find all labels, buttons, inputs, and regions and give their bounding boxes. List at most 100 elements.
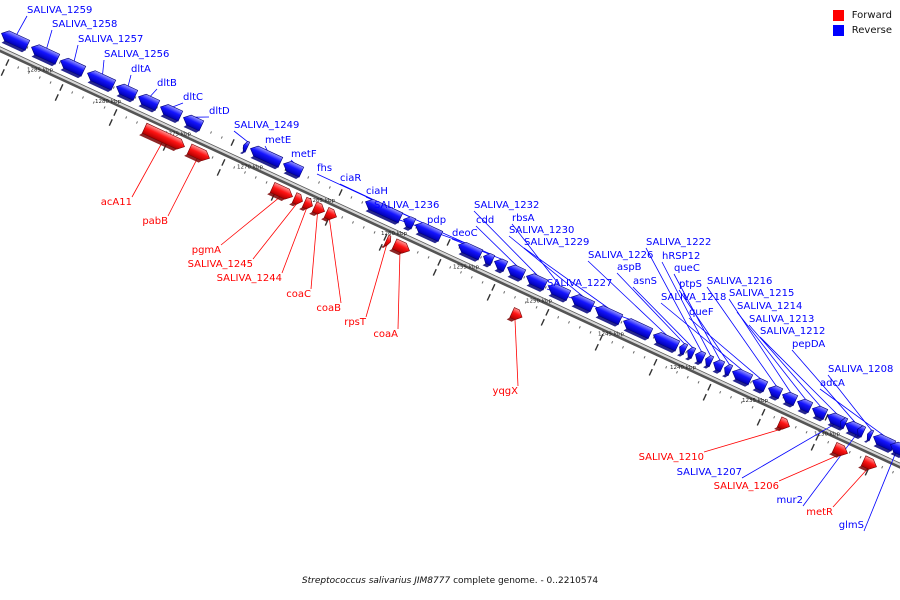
leader-line	[221, 197, 280, 245]
scale-tick	[751, 381, 752, 383]
leader-line	[128, 75, 131, 86]
gene-label-glms: glmS	[839, 520, 864, 531]
scale-tick	[649, 369, 652, 375]
gene-label-saliva-1230: SALIVA_1230	[509, 225, 574, 236]
scale-tick	[82, 96, 83, 98]
gene-label-saliva-1222: SALIVA_1222	[646, 237, 711, 248]
gene-label-saliva-1218: SALIVA_1218	[661, 292, 726, 303]
gene-ciar	[400, 214, 416, 231]
scale-tick	[460, 271, 461, 273]
gene-label-saliva-1206: SALIVA_1206	[714, 481, 779, 492]
gene-label-saliva-1226: SALIVA_1226	[588, 250, 653, 261]
scale-tick	[55, 94, 58, 100]
gene-label-coac: coaC	[286, 289, 311, 300]
scale-tick	[234, 166, 235, 168]
gene-label-quef: queF	[689, 307, 714, 318]
gene-label-ciah: ciaH	[366, 186, 388, 197]
gene-adca	[870, 432, 896, 454]
scale-tick	[828, 441, 829, 443]
scale-label: 1280 kbp	[95, 99, 121, 105]
scale-label: 1265 kbp	[309, 198, 335, 204]
leader-line	[47, 30, 52, 49]
scale-tick	[492, 284, 495, 290]
scale-tick	[50, 81, 51, 83]
leader-line	[515, 319, 518, 386]
leader-line	[833, 468, 868, 507]
caption-details: complete genome. - 0..2210574	[450, 576, 598, 586]
scale-tick	[136, 121, 137, 123]
scale-tick	[882, 466, 883, 468]
scale-label: 1250 kbp	[526, 298, 552, 304]
gene-label-saliva-1245: SALIVA_1245	[188, 259, 253, 270]
scale-tick	[892, 471, 893, 473]
scale-tick	[113, 86, 114, 88]
gene-label-mete: metE	[265, 135, 291, 146]
gene-label-pgma: pgmA	[192, 245, 221, 256]
scale-tick	[633, 351, 634, 353]
gene-label-saliva-1244: SALIVA_1244	[217, 273, 282, 284]
scale-tick	[222, 159, 225, 165]
gene-label-saliva-1213: SALIVA_1213	[749, 314, 814, 325]
scale-tick	[342, 216, 343, 218]
gene-label-ciar: ciaR	[340, 173, 361, 184]
leader-line	[779, 455, 839, 481]
gene-metr	[858, 455, 879, 475]
scale-tick	[438, 259, 441, 265]
leader-line	[74, 45, 78, 61]
gene-label-dltb: dltB	[157, 78, 177, 89]
scale-tick	[558, 316, 559, 318]
scale-tick	[59, 61, 60, 63]
gene-saliva-1208	[864, 429, 874, 444]
scale-tick	[590, 331, 591, 333]
gene-label-rbsa: rbsA	[512, 213, 535, 224]
gene-label-pabb: pabB	[142, 216, 168, 227]
gene-label-saliva-1229: SALIVA_1229	[524, 237, 589, 248]
gene-features	[0, 28, 900, 474]
scale-tick	[104, 106, 105, 108]
gene-label-asns: asnS	[633, 276, 657, 287]
gene-quef	[749, 376, 768, 395]
scale-tick	[806, 431, 807, 433]
scale-tick	[703, 394, 706, 400]
scale-tick	[676, 371, 677, 373]
scale-tick	[644, 356, 645, 358]
scale-tick	[308, 176, 309, 178]
scale-tick	[428, 256, 429, 258]
leader-line	[803, 426, 863, 506]
gene-label-ptps: ptpS	[679, 279, 702, 290]
scale-tick	[352, 221, 353, 223]
scale-tick	[536, 306, 537, 308]
gene-label-cdd: cdd	[476, 215, 494, 226]
gene-yqgx	[507, 307, 525, 325]
scale-tick	[319, 181, 320, 183]
scale-tick	[379, 244, 382, 250]
gene-label-fhs: fhs	[317, 163, 332, 174]
scale-tick	[621, 321, 622, 323]
scale-label: 1270 kbp	[237, 165, 263, 171]
scale-tick	[654, 359, 657, 365]
legend-forward-label: Forward	[852, 10, 892, 21]
scale-tick	[762, 409, 765, 415]
scale-tick	[708, 384, 711, 390]
scale-tick	[417, 251, 418, 253]
gene-label-saliva-1227: SALIVA_1227	[547, 278, 612, 289]
gene-saliva-1215	[779, 390, 798, 409]
scale-tick	[579, 326, 580, 328]
scale-tick	[1, 69, 4, 75]
leader-line	[253, 204, 296, 259]
scale-tick	[666, 366, 667, 368]
leader-line	[150, 89, 157, 97]
scale-tick	[60, 84, 63, 90]
scale-tick	[433, 269, 436, 275]
scale-tick	[686, 351, 687, 353]
scale-tick	[752, 406, 753, 408]
genome-map: 1285 kbp1280 kbp1275 kbp1270 kbp1265 kbp…	[0, 0, 900, 600]
scale-tick	[72, 91, 73, 93]
gene-label-hrsp12: hRSP12	[662, 251, 700, 262]
scale-tick	[114, 109, 117, 115]
scale-tick	[339, 189, 342, 195]
leader-line	[173, 103, 183, 107]
scale-tick	[774, 416, 775, 418]
gene-cdd	[504, 262, 526, 282]
gene-label-saliva-1232: SALIVA_1232	[474, 200, 539, 211]
